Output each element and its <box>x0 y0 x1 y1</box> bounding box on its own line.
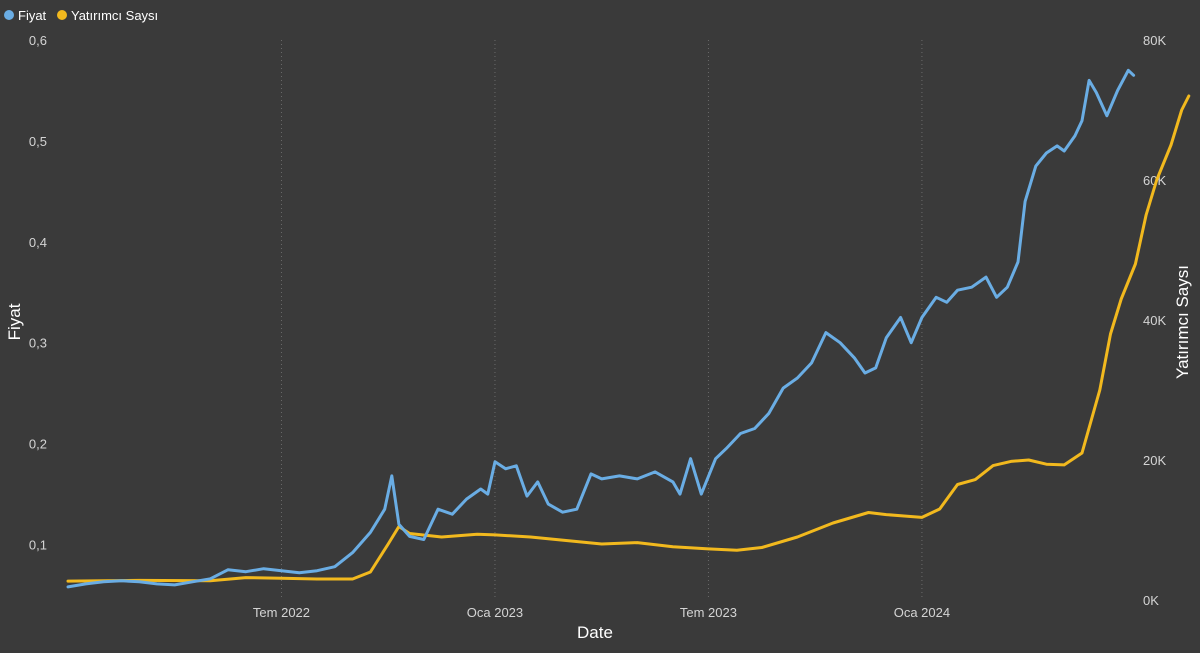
y-left-tick-label: 0,1 <box>29 538 47 553</box>
series-line-fiyat[interactable] <box>68 70 1134 587</box>
legend-swatch-fiyat[interactable] <box>4 10 14 20</box>
x-tick-label: Oca 2024 <box>894 605 950 620</box>
y-right-tick-label: 20K <box>1143 453 1166 468</box>
x-tick-label: Tem 2022 <box>253 605 310 620</box>
y-axis-right-title: Yatırımcı Saysı <box>1173 265 1192 379</box>
legend-label-yatirimci[interactable]: Yatırımcı Saysı <box>71 8 158 23</box>
y-right-tick-label: 40K <box>1143 313 1166 328</box>
chart: Fiyat Yatırımcı Saysı 0,1 0,2 0,3 0,4 0,5 0,6… <box>0 0 1200 653</box>
gridlines <box>281 40 921 600</box>
series-line-yatirimci[interactable] <box>68 96 1189 581</box>
y-left-tick-label: 0,2 <box>29 437 47 452</box>
chart-svg: Fiyat Yatırımcı Saysı 0,1 0,2 0,3 0,4 0,5 0,6… <box>0 0 1200 653</box>
y-axis-left-title: Fiyat <box>5 303 24 340</box>
x-axis-title: Date <box>577 623 613 642</box>
legend-label-fiyat[interactable]: Fiyat <box>18 8 47 23</box>
y-left-tick-label: 0,3 <box>29 336 47 351</box>
y-left-tick-label: 0,6 <box>29 33 47 48</box>
legend: Fiyat Yatırımcı Saysı <box>4 8 158 23</box>
x-tick-label: Tem 2023 <box>680 605 737 620</box>
y-right-tick-label: 80K <box>1143 33 1166 48</box>
y-right-tick-label: 0K <box>1143 593 1159 608</box>
x-tick-label: Oca 2023 <box>467 605 523 620</box>
series <box>68 70 1189 587</box>
y-left-tick-label: 0,4 <box>29 235 47 250</box>
y-left-tick-label: 0,5 <box>29 134 47 149</box>
legend-swatch-yatirimci[interactable] <box>57 10 67 20</box>
y-axis-left: 0,1 0,2 0,3 0,4 0,5 0,6 <box>29 33 47 553</box>
x-axis: Tem 2022 Oca 2023 Tem 2023 Oca 2024 <box>253 605 950 620</box>
